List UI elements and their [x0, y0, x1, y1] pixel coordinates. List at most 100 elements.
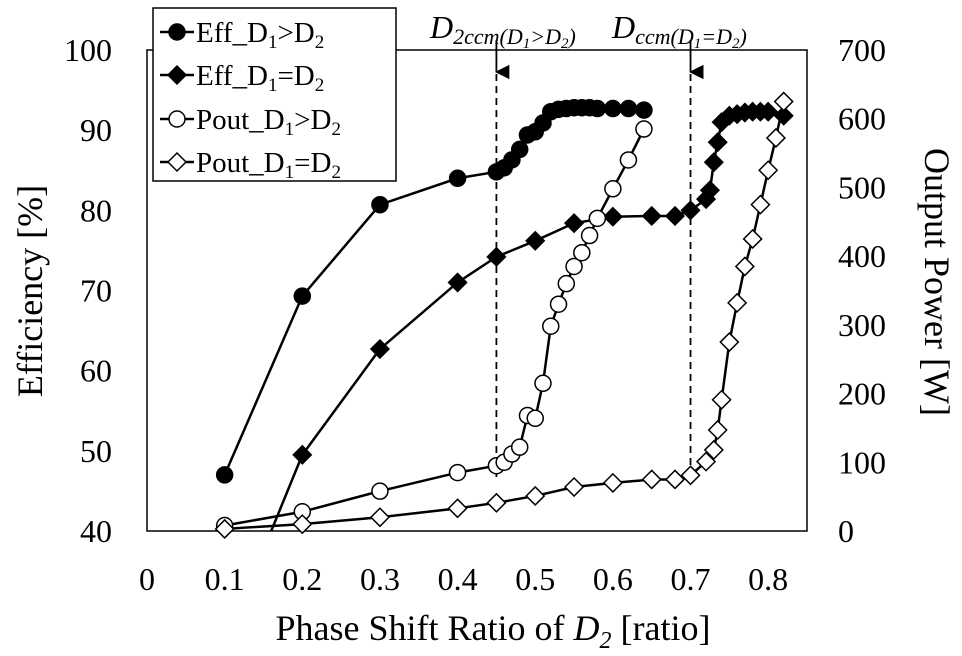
x-tick-label: 0.2: [282, 561, 322, 597]
data-point: [371, 195, 389, 214]
data-point: [293, 287, 312, 305]
y-left-tick-label: 80: [80, 192, 112, 228]
y-right-tick-label: 300: [838, 307, 886, 343]
series-layer: [214, 91, 794, 539]
data-point: [680, 465, 701, 486]
data-point: [703, 439, 724, 460]
x-axis-label: Phase Shift Ratio of D2 [ratio]: [276, 608, 711, 654]
y-right-tick-label: 700: [838, 32, 886, 68]
data-point: [369, 338, 391, 360]
y-left-tick-label: 100: [64, 32, 112, 68]
data-point: [526, 409, 544, 428]
y-left-tick-label: 70: [80, 273, 112, 309]
legend-label: Pout_D1>D2: [196, 104, 341, 140]
data-point: [635, 120, 653, 138]
x-tick-labels: 0 0.1 0.2 0.3 0.4 0.5 0.6 0.7 0.8: [139, 561, 788, 597]
y-right-tick-label: 200: [838, 376, 886, 412]
data-point: [525, 230, 546, 251]
annotations: D2ccm(D1>D2) Dccm(D1=D2): [429, 9, 747, 52]
data-point: [214, 518, 235, 539]
data-point: [534, 374, 552, 393]
data-point: [447, 272, 468, 293]
data-point: [369, 507, 391, 528]
data-point: [703, 152, 724, 173]
legend-label: Eff_D1>D2: [196, 17, 324, 53]
legend-marker: [166, 151, 188, 173]
legend-entry: Eff_D1>D2: [160, 17, 324, 53]
legend-marker: [168, 110, 186, 128]
y-left-tick-label: 60: [80, 353, 112, 389]
x-tick-label: 0.8: [748, 561, 788, 597]
legend-label: Pout_D1=D2: [196, 147, 341, 183]
data-point: [588, 99, 607, 118]
data-point: [563, 213, 585, 234]
data-point: [641, 469, 662, 490]
data-point: [604, 99, 622, 118]
data-point: [448, 463, 467, 482]
data-point: [292, 444, 313, 465]
x-tick-label: 0.4: [438, 561, 478, 597]
data-point: [619, 99, 638, 118]
data-point: [215, 466, 234, 484]
data-point: [727, 292, 748, 313]
data-point: [699, 180, 721, 201]
annotation-label: Dccm(D1=D2): [611, 9, 747, 52]
data-point: [292, 514, 313, 535]
marker-lines: [494, 40, 704, 478]
data-point: [447, 498, 468, 519]
x-tick-label: 0.5: [515, 561, 555, 597]
x-tick-label: 0.1: [205, 561, 245, 597]
data-point: [758, 160, 779, 181]
data-point: [750, 194, 771, 215]
data-point: [711, 389, 732, 410]
data-point: [635, 101, 653, 119]
y-left-tick-label: 40: [80, 513, 112, 549]
y-right-tick-label: 100: [838, 444, 886, 480]
data-point: [448, 169, 467, 188]
y-left-tick-labels: 40 50 60 70 80 90 100: [64, 32, 112, 549]
data-point: [542, 317, 560, 335]
y-right-tick-label: 600: [838, 101, 886, 137]
data-point: [664, 469, 686, 490]
data-point: [707, 132, 728, 153]
data-point: [371, 482, 389, 500]
legend-box: [152, 7, 397, 182]
legend-marker: [168, 23, 186, 41]
data-point: [557, 274, 576, 293]
y-left-tick-label: 90: [80, 112, 112, 148]
annotation-label: D2ccm(D1>D2): [429, 9, 576, 52]
data-point: [588, 209, 607, 228]
data-point: [573, 243, 591, 262]
series-1: [215, 98, 653, 484]
data-point: [758, 101, 779, 122]
data-point: [765, 127, 787, 149]
y-left-axis-label: Efficiency [%]: [10, 185, 50, 397]
series-3: [215, 120, 653, 535]
data-point: [734, 256, 755, 277]
data-point: [742, 228, 763, 250]
data-point: [707, 419, 728, 441]
series-4: [214, 91, 794, 539]
legend-entry: Pout_D1=D2: [160, 147, 341, 183]
data-point: [773, 91, 794, 112]
data-point: [664, 205, 686, 227]
y-right-tick-label: 0: [838, 513, 854, 549]
series-2: [270, 101, 794, 531]
y-right-tick-label: 400: [838, 238, 886, 274]
data-point: [563, 476, 585, 498]
data-point: [641, 205, 662, 227]
data-point: [619, 151, 638, 169]
y-right-axis-label: Output Power [W]: [917, 148, 957, 416]
data-point: [549, 295, 568, 313]
data-point: [602, 472, 623, 493]
data-point: [510, 140, 529, 159]
y-right-tick-label: 500: [838, 169, 886, 205]
plot-area: [146, 49, 808, 532]
data-point: [695, 451, 717, 472]
x-tick-label: 0.6: [593, 561, 633, 597]
legend-marker: [166, 64, 188, 86]
x-tick-label: 0.7: [671, 561, 711, 597]
data-point: [580, 226, 599, 245]
data-point: [680, 200, 701, 221]
